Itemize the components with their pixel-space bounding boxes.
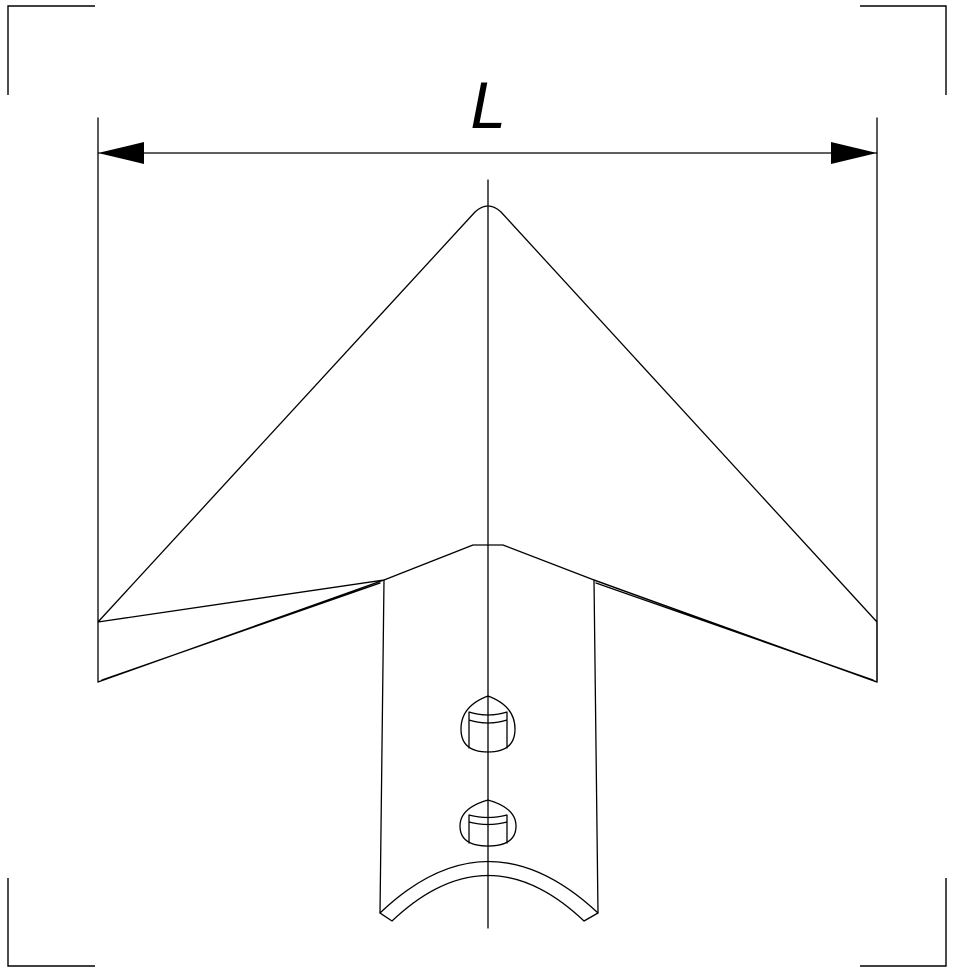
- blade-outline: [97, 205, 878, 683]
- bolt-hole-lower: [459, 799, 517, 847]
- corner-mark-bottom-right: [860, 878, 947, 967]
- corner-mark-top-right: [860, 5, 947, 95]
- corner-marks: [7, 5, 947, 967]
- dimension-label: L: [471, 70, 506, 143]
- bolt-square-upper: [468, 711, 508, 749]
- bolt-head-upper: [460, 695, 516, 753]
- sweep-blade: [97, 205, 878, 683]
- blade-bevel-left: [97, 579, 385, 683]
- bolt-head-lower: [459, 799, 517, 847]
- bolt-hole-upper: [460, 695, 516, 753]
- blade-bevel-right: [593, 579, 878, 683]
- arrowhead-left: [98, 142, 144, 164]
- shank-left-edge: [379, 579, 385, 914]
- corner-mark-top-left: [7, 5, 95, 95]
- bolt-square-lower: [468, 814, 508, 844]
- arrowhead-right: [831, 142, 877, 164]
- shank: [379, 579, 599, 922]
- dimension-L: L: [97, 70, 878, 683]
- corner-mark-bottom-left: [7, 878, 95, 967]
- shank-bottom-curve: [379, 861, 599, 922]
- shank-right-edge: [593, 579, 599, 914]
